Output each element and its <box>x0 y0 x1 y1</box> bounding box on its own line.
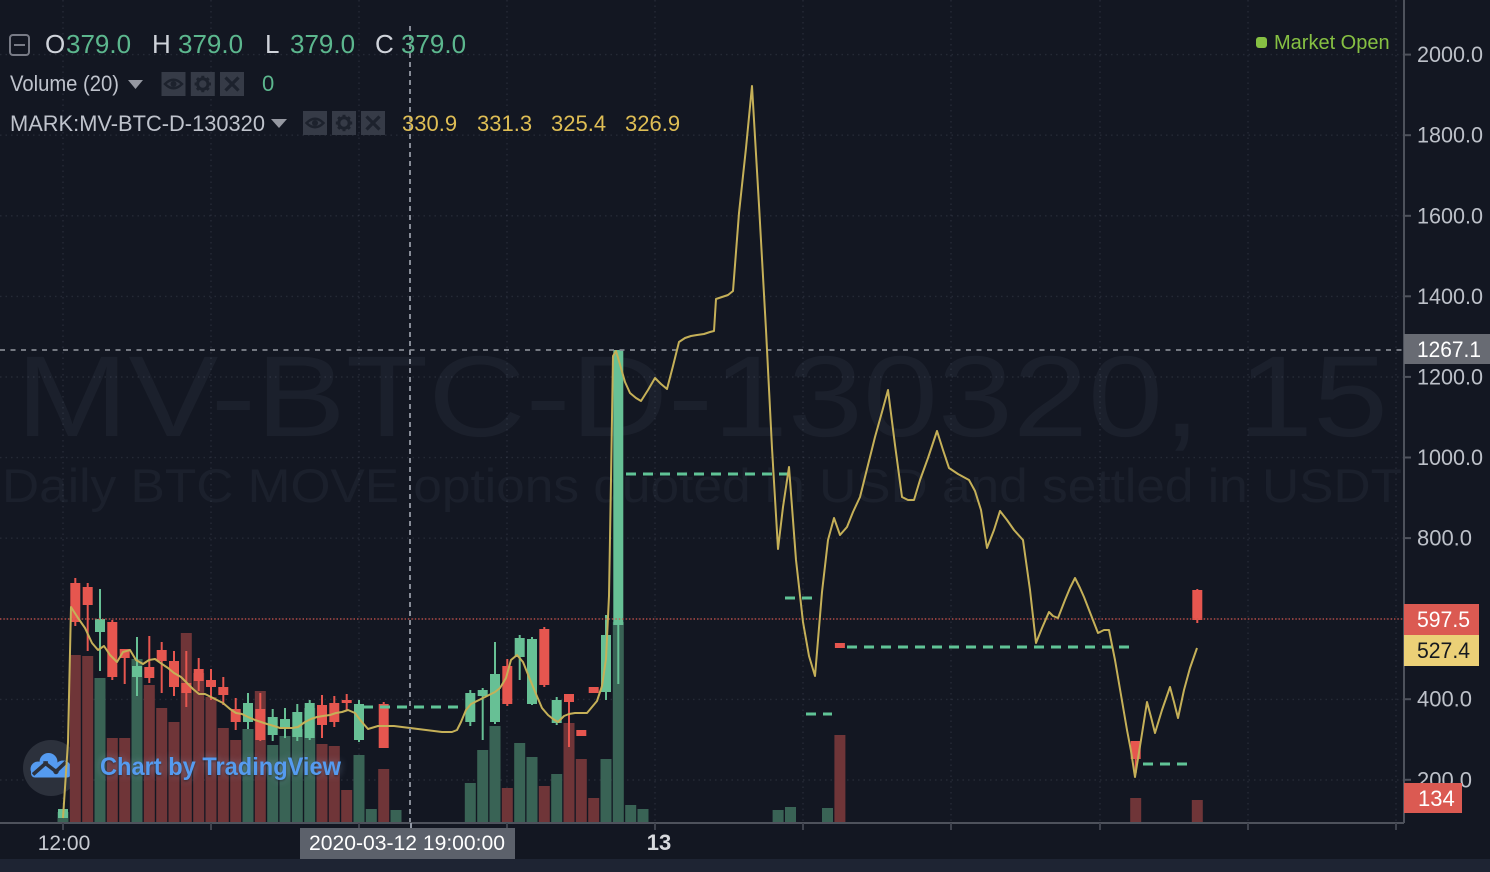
svg-text:2020-03-12 19:00:00: 2020-03-12 19:00:00 <box>309 832 505 855</box>
svg-text:1267.1: 1267.1 <box>1417 337 1481 362</box>
svg-text:379.0: 379.0 <box>290 29 355 59</box>
svg-text:379.0: 379.0 <box>401 29 466 59</box>
svg-text:Volume (20): Volume (20) <box>10 71 119 96</box>
svg-text:400.0: 400.0 <box>1417 687 1472 712</box>
svg-text:326.9: 326.9 <box>625 111 680 136</box>
svg-text:12:00: 12:00 <box>38 832 91 855</box>
svg-text:379.0: 379.0 <box>178 29 243 59</box>
svg-text:330.9: 330.9 <box>402 111 457 136</box>
svg-text:0: 0 <box>262 71 274 96</box>
svg-text:1400.0: 1400.0 <box>1417 284 1483 309</box>
svg-text:527.4: 527.4 <box>1417 638 1470 663</box>
svg-text:134: 134 <box>1418 786 1455 811</box>
svg-text:L: L <box>265 29 279 59</box>
svg-text:13: 13 <box>647 830 671 855</box>
svg-text:O: O <box>45 29 65 59</box>
svg-text:2000.0: 2000.0 <box>1417 42 1483 67</box>
svg-text:1200.0: 1200.0 <box>1417 364 1483 389</box>
svg-text:Market Open: Market Open <box>1274 32 1390 54</box>
svg-text:1000.0: 1000.0 <box>1417 445 1483 470</box>
svg-text:800.0: 800.0 <box>1417 526 1472 551</box>
svg-text:325.4: 325.4 <box>551 111 606 136</box>
svg-text:1800.0: 1800.0 <box>1417 123 1483 148</box>
svg-text:597.5: 597.5 <box>1417 607 1470 632</box>
svg-text:H: H <box>152 29 171 59</box>
svg-text:379.0: 379.0 <box>66 29 131 59</box>
svg-text:331.3: 331.3 <box>477 111 532 136</box>
svg-text:Chart by TradingView: Chart by TradingView <box>100 753 342 781</box>
svg-text:Daily BTC MOVE options quoted: Daily BTC MOVE options quoted in USD and… <box>2 459 1402 512</box>
svg-text:C: C <box>375 29 394 59</box>
svg-text:1600.0: 1600.0 <box>1417 203 1483 228</box>
svg-text:MV-BTC-D-130320, 15: MV-BTC-D-130320, 15 <box>16 333 1388 461</box>
svg-text:MARK:MV-BTC-D-130320: MARK:MV-BTC-D-130320 <box>10 111 265 136</box>
